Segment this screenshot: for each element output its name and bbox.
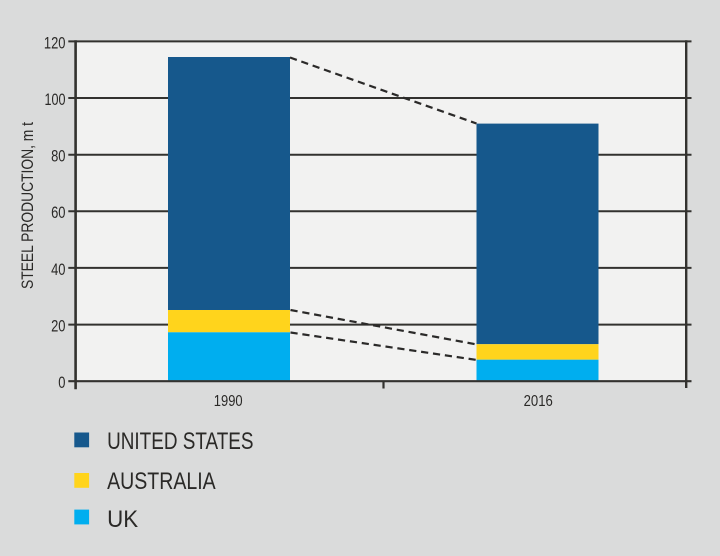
svg-text:1990: 1990	[214, 393, 243, 410]
svg-text:40: 40	[51, 260, 65, 279]
svg-text:60: 60	[51, 203, 65, 222]
svg-text:0: 0	[58, 373, 65, 392]
svg-text:100: 100	[45, 90, 66, 109]
svg-text:UK: UK	[107, 507, 138, 533]
svg-text:UNITED STATES: UNITED STATES	[107, 429, 253, 455]
svg-text:2016: 2016	[524, 393, 553, 410]
svg-text:20: 20	[51, 317, 65, 336]
svg-text:STEEL PRODUCTION, m t: STEEL PRODUCTION, m t	[18, 122, 37, 289]
svg-text:AUSTRALIA: AUSTRALIA	[107, 469, 216, 495]
svg-text:120: 120	[44, 33, 66, 52]
svg-text:80: 80	[51, 147, 65, 166]
